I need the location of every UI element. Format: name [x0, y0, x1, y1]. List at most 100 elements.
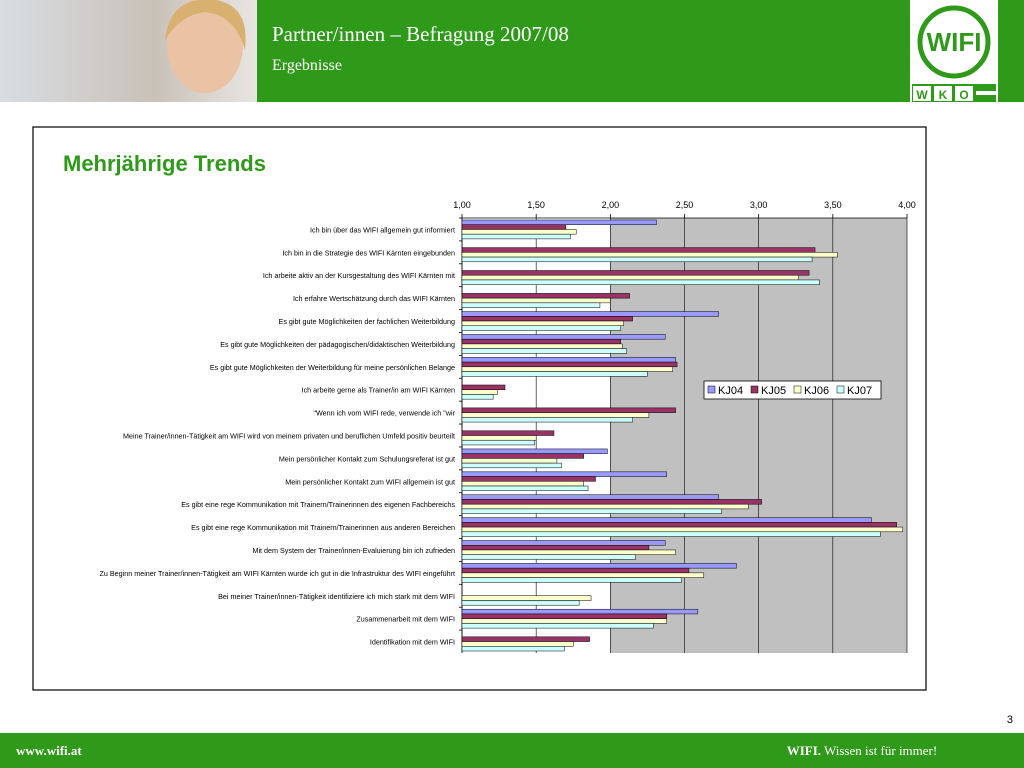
logo-letter: W [916, 88, 928, 102]
bar [461, 540, 666, 546]
y-tick-label: Es gibt gute Möglichkeiten der pädagogis… [220, 340, 455, 349]
bar [461, 646, 565, 652]
bar [461, 522, 897, 528]
footer-slogan: Wissen ist für immer! [824, 743, 937, 758]
bar [461, 384, 506, 390]
bar [461, 471, 667, 477]
logo-cell [913, 86, 931, 101]
y-tick-label: Mit dem System der Trainer/innen-Evaluie… [252, 546, 455, 555]
bar [461, 316, 633, 322]
bar [461, 458, 558, 464]
bar [461, 623, 654, 629]
bar [461, 256, 813, 263]
bar [461, 494, 719, 500]
page-number: 3 [1007, 714, 1013, 726]
bar [461, 554, 636, 560]
bar [461, 417, 633, 423]
legend-swatch [836, 385, 845, 394]
y-tick-label: Bei meiner Trainer/innen-Tätigkeit ident… [218, 592, 455, 601]
footer-bar [0, 733, 1024, 768]
bar [461, 412, 650, 418]
y-tick-label: "Wenn ich vom WIFI rede, verwende ich "w… [313, 409, 455, 418]
bar [461, 338, 621, 345]
y-tick-label: Ich arbeite aktiv an der Kursgestaltung … [263, 271, 455, 280]
logo-cell [934, 86, 952, 101]
x-tick-label: 1,50 [527, 200, 545, 210]
bar [461, 371, 648, 377]
bar [461, 641, 574, 647]
bar [461, 224, 567, 230]
y-tick-label: Es gibt gute Möglichkeiten der Weiterbil… [210, 363, 455, 372]
legend-label: KJ05 [761, 385, 786, 397]
photo-face [167, 0, 243, 93]
bar [461, 320, 624, 326]
y-tick-label: Ich erfahre Wertschätzung durch das WIFI… [293, 294, 455, 303]
logo-letter: K [939, 88, 948, 102]
logo-bar [976, 91, 996, 95]
legend-box [703, 380, 882, 400]
bar [461, 357, 676, 363]
bar [461, 229, 577, 235]
bar [461, 325, 621, 331]
x-tick-label: 3,50 [824, 200, 842, 210]
bar [461, 508, 722, 514]
bar [461, 279, 820, 285]
x-tick-label: 2,50 [676, 200, 694, 210]
legend-swatch [707, 385, 716, 394]
bar [461, 302, 601, 308]
y-tick-label: Mein persönlicher Kontakt zum WIFI allge… [285, 477, 455, 486]
bar [461, 526, 903, 533]
y-tick-label: Zu Beginn meiner Trainer/innen-Tätigkeit… [99, 569, 455, 578]
bar [461, 311, 719, 317]
footer-url: www.wifi.at [16, 743, 82, 758]
bar [461, 430, 555, 436]
bar [461, 549, 676, 555]
bar [461, 394, 494, 400]
y-tick-label: Mein persönlicher Kontakt zum Schulungsr… [279, 454, 455, 463]
bar [461, 297, 611, 304]
bar [461, 577, 682, 583]
x-tick-label: 2,00 [602, 200, 620, 210]
y-tick-label: Es gibt eine rege Kommunikation mit Trai… [181, 500, 455, 509]
photo-hair [165, 0, 246, 50]
bar [461, 572, 705, 578]
bar [461, 274, 799, 281]
bar [461, 503, 749, 510]
bar [461, 293, 630, 299]
bar [461, 462, 562, 469]
bar [461, 567, 690, 574]
bar [461, 613, 667, 619]
plot: 1,00 1,50 2,00 2,50 3,00 3,50 4,00 Ich bin über… [99, 200, 916, 653]
bar [461, 252, 838, 258]
y-tick-label: Ich arbeite gerne als Trainer/in am WIFI… [302, 386, 455, 395]
bar [461, 485, 589, 491]
bar [461, 448, 608, 454]
logo-cell [955, 86, 973, 101]
bar [461, 348, 627, 354]
logo-text: WIFI [927, 27, 982, 57]
legend-label: KJ06 [804, 385, 829, 397]
bar [461, 407, 676, 413]
bar [461, 563, 737, 569]
bar [461, 219, 657, 225]
bar [461, 334, 666, 340]
bar [461, 366, 673, 372]
bar [461, 481, 584, 487]
legend-swatch [793, 385, 802, 394]
bar [461, 233, 571, 240]
y-tick-label: Identifikation mit dem WIFI [370, 638, 455, 647]
bar [461, 439, 535, 446]
bar [461, 361, 678, 368]
bar [461, 247, 816, 253]
bar [461, 517, 872, 523]
bar [461, 499, 762, 505]
bar [461, 476, 596, 482]
bar [461, 435, 537, 441]
y-tick-label: Zusammenarbeit mit dem WIFI [356, 615, 455, 624]
bar [461, 595, 592, 601]
bar [461, 545, 650, 551]
bar [461, 531, 881, 537]
y-tick-label: Meine Trainer/innen-Tätigkeit am WIFI wi… [123, 432, 455, 441]
bar [461, 389, 498, 395]
